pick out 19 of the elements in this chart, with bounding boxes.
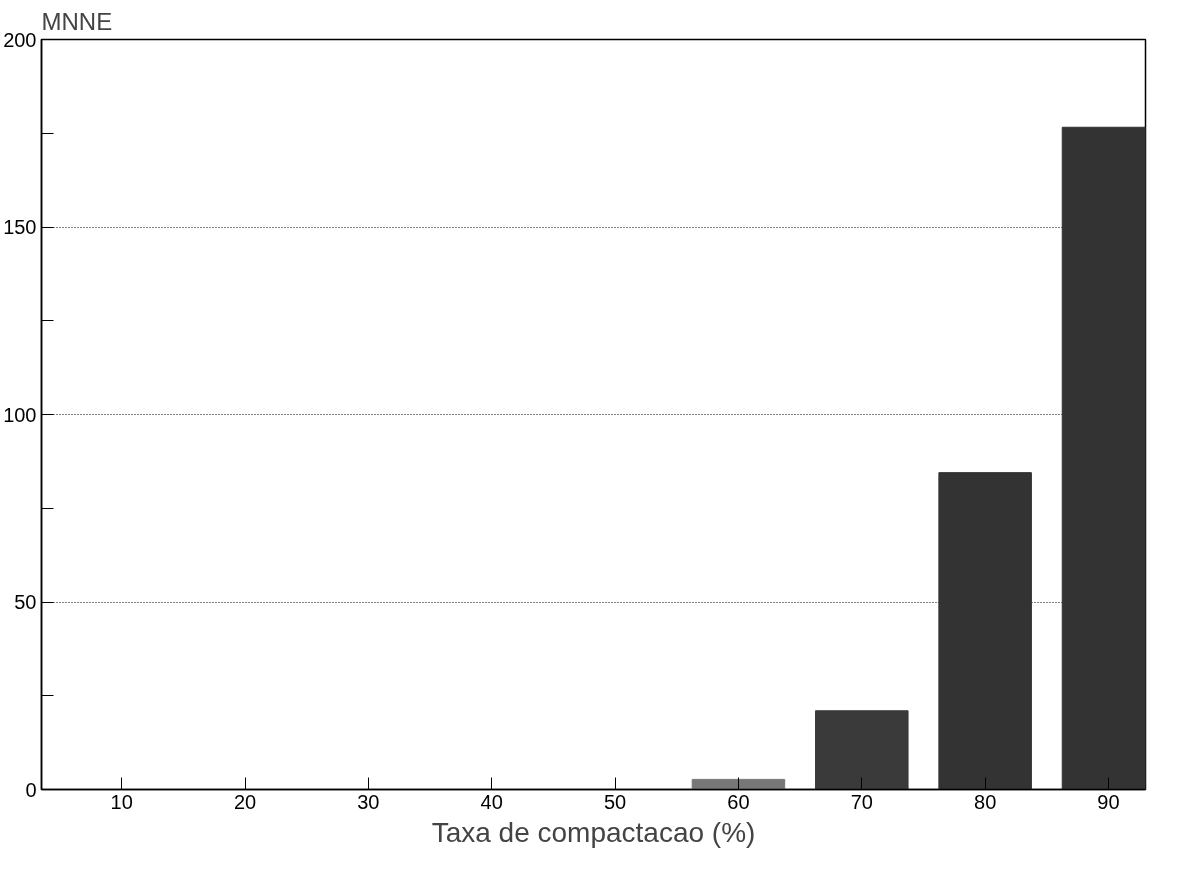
y-tick-label: 100 bbox=[3, 403, 37, 426]
y-tick-label: 50 bbox=[14, 591, 37, 613]
x-tick-label: 80 bbox=[974, 790, 997, 813]
bar bbox=[938, 472, 1032, 790]
x-tick-label: 20 bbox=[233, 790, 257, 813]
x-tick-label: 30 bbox=[357, 790, 380, 813]
bar bbox=[815, 710, 909, 790]
y-axis-title: MNNE bbox=[41, 7, 113, 35]
y-tick-label: 0 bbox=[25, 778, 37, 801]
x-tick-label: 60 bbox=[727, 790, 750, 813]
x-tick-label: 50 bbox=[603, 790, 627, 813]
x-tick-label: 10 bbox=[110, 790, 133, 813]
x-tick-label: 90 bbox=[1097, 790, 1120, 813]
x-tick-label: 70 bbox=[850, 790, 873, 813]
y-tick-label: 150 bbox=[3, 216, 37, 238]
x-axis-title: Taxa de compactacao (%) bbox=[431, 816, 756, 848]
bar bbox=[691, 778, 786, 790]
y-tick-label: 200 bbox=[3, 28, 37, 51]
x-tick-label: 40 bbox=[480, 790, 503, 813]
